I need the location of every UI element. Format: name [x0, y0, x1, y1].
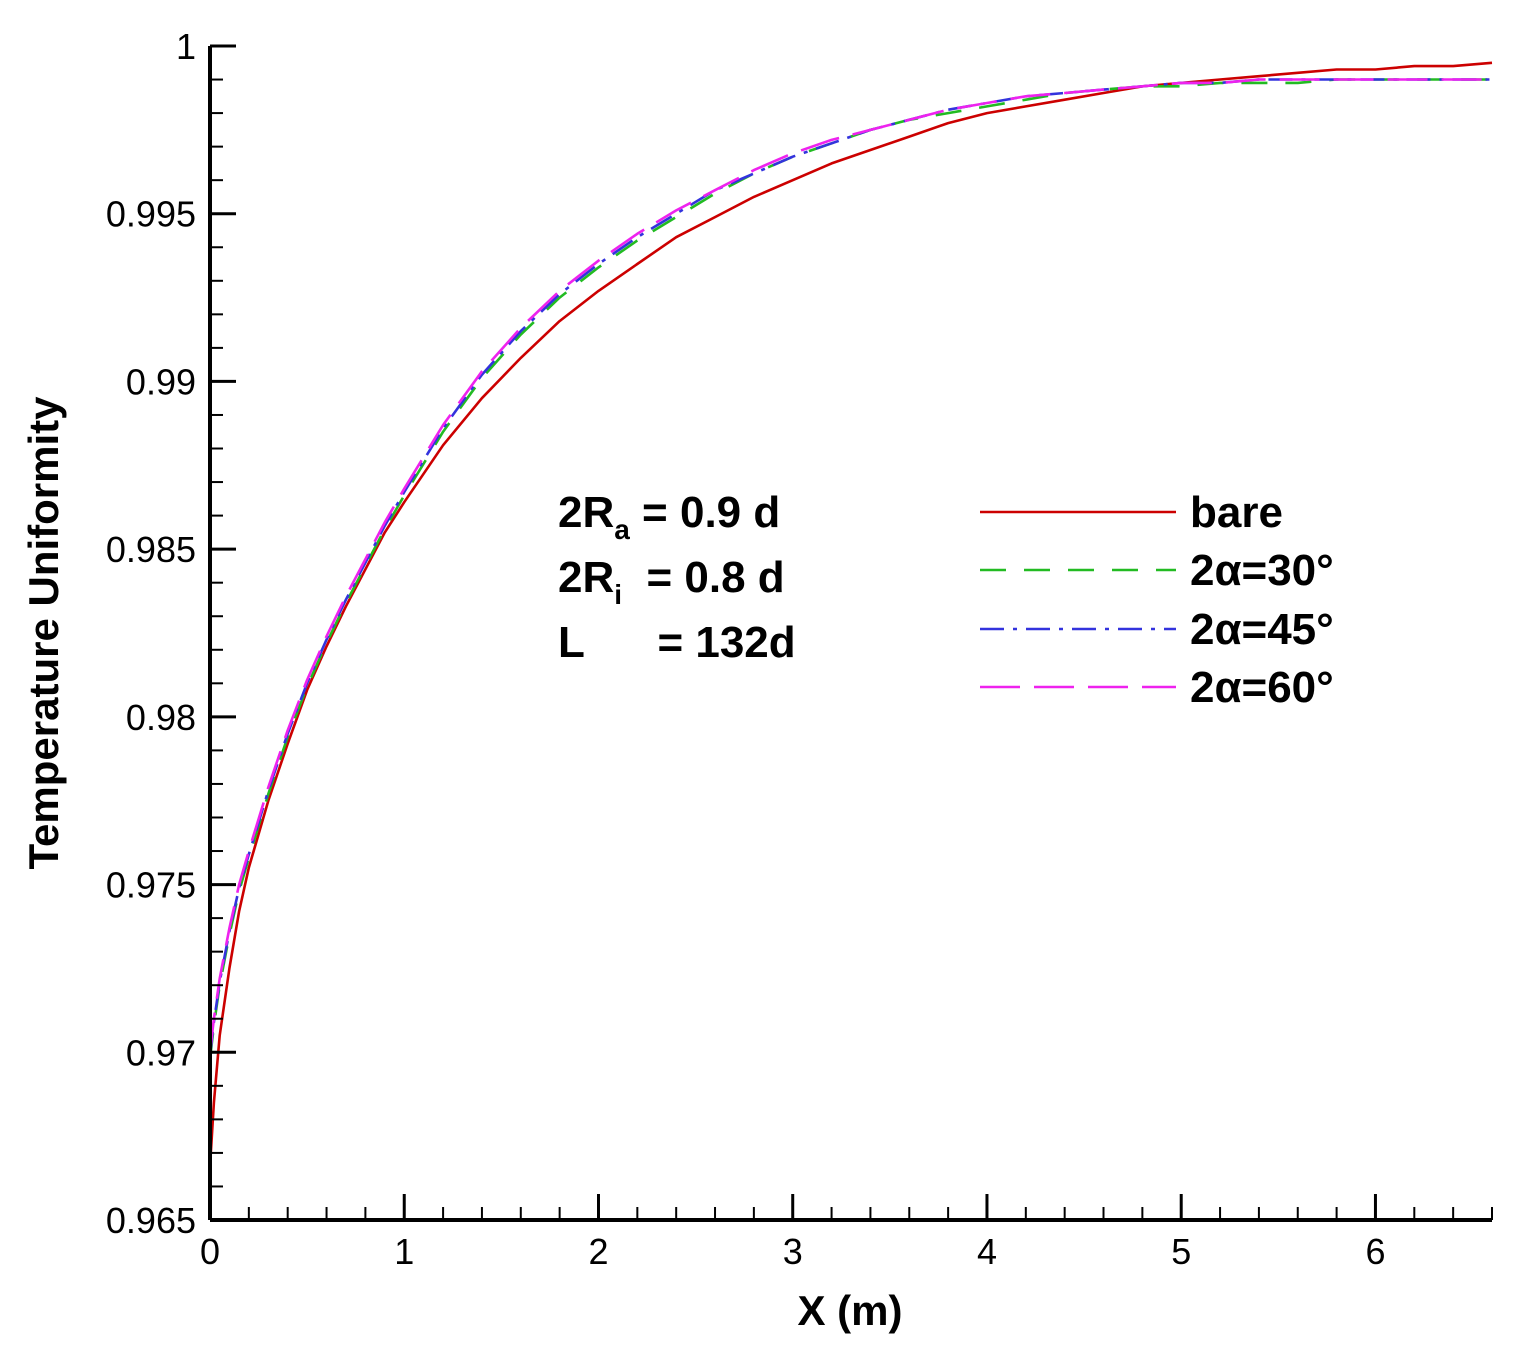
annotation-line-2: 2Ri = 0.8 d [558, 553, 785, 610]
legend-label-3: 2α=45° [1190, 605, 1334, 654]
x-tick-label: 2 [588, 1231, 608, 1272]
y-tick-label: 0.98 [126, 697, 196, 738]
plot-area: 0 1 2 3 4 5 6 0.965 0.97 0.975 0.98 0.985 0.99 0.995 1 [106, 26, 1493, 1272]
x-tick-label: 3 [783, 1231, 803, 1272]
annotation-line-1: 2Ra = 0.9 d [558, 488, 780, 545]
y-tick-label: 1 [176, 26, 196, 67]
y-tick-label: 0.985 [106, 529, 196, 570]
series-line-4 [208, 78, 1492, 1053]
y-tick-label: 0.965 [106, 1200, 196, 1241]
series-line-1 [208, 61, 1493, 1167]
y-tick-label: 0.975 [106, 865, 196, 906]
legend: bare 2α=30° 2α=45° 2α=60° [980, 488, 1334, 712]
series-line-2 [208, 78, 1492, 1060]
x-tick-label: 1 [394, 1231, 414, 1272]
axes-layer: 0 1 2 3 4 5 6 0.965 0.97 0.975 0.98 0.985 0.99 0.995 1 [106, 26, 1493, 1272]
annotation-block: 2Ra = 0.9 d 2Ri = 0.8 d L = 132d [558, 488, 796, 667]
legend-label-2: 2α=30° [1190, 546, 1334, 595]
x-tick-label: 6 [1365, 1231, 1385, 1272]
annotation-line-3: L = 132d [558, 618, 796, 667]
y-tick-label: 0.97 [126, 1032, 196, 1073]
y-tick-label: 0.99 [126, 361, 196, 402]
series-layer [208, 61, 1493, 1167]
x-axis-title: X (m) [798, 1287, 903, 1334]
y-axis-title: Temperature Uniformity [20, 396, 67, 870]
x-tick-label: 5 [1171, 1231, 1191, 1272]
legend-label-1: bare [1190, 488, 1283, 537]
legend-label-4: 2α=60° [1190, 663, 1334, 712]
x-tick-label: 4 [977, 1231, 997, 1272]
y-tick-label: 0.995 [106, 194, 196, 235]
x-tick-label: 0 [200, 1231, 220, 1272]
